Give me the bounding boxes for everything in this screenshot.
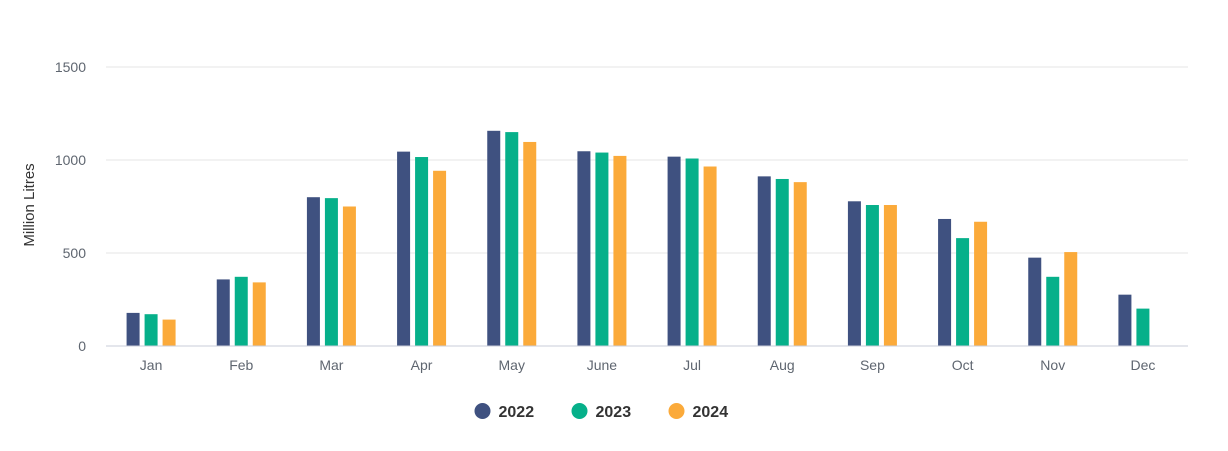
bar-2022-mar[interactable] <box>306 197 320 346</box>
x-tick-label: Aug <box>770 357 795 373</box>
bar-2022-aug[interactable] <box>757 176 771 346</box>
bar-2024-apr[interactable] <box>433 170 447 346</box>
bar-2023-dec[interactable] <box>1136 308 1150 346</box>
bar-2023-june[interactable] <box>595 152 609 346</box>
legend: 2022 2023 2024 <box>474 403 729 421</box>
bar-2023-mar[interactable] <box>324 198 338 346</box>
bar-2023-sep[interactable] <box>865 205 879 346</box>
y-tick-label: 0 <box>78 338 86 354</box>
bar-2022-jul[interactable] <box>667 156 681 346</box>
x-tick-label: Apr <box>411 357 433 373</box>
legend-label: 2024 <box>693 404 729 421</box>
x-tick-label: Sep <box>860 357 885 373</box>
bar-2022-jan[interactable] <box>126 312 140 346</box>
bar-2022-oct[interactable] <box>938 218 952 346</box>
bar-2022-sep[interactable] <box>847 201 861 346</box>
legend-label: 2023 <box>596 404 632 421</box>
bar-2024-jan[interactable] <box>162 319 176 346</box>
bar-2023-jul[interactable] <box>685 158 699 346</box>
bar-2023-jan[interactable] <box>144 314 158 346</box>
bar-2024-oct[interactable] <box>974 221 988 346</box>
bar-2022-may[interactable] <box>487 130 501 346</box>
bar-2023-nov[interactable] <box>1046 276 1060 346</box>
legend-marker <box>474 403 491 419</box>
legend-marker <box>668 403 685 419</box>
y-axis-title: Million Litres <box>21 163 38 246</box>
bar-2022-nov[interactable] <box>1028 257 1042 346</box>
bar-2023-oct[interactable] <box>956 238 970 346</box>
y-tick-label: 1500 <box>55 59 86 75</box>
legend-item-2023[interactable]: 2023 <box>571 403 632 421</box>
bar-2024-june[interactable] <box>613 155 627 346</box>
legend-item-2024[interactable]: 2024 <box>668 403 729 421</box>
x-tick-label: Oct <box>952 357 974 373</box>
bar-2022-dec[interactable] <box>1118 294 1132 346</box>
grid-lines <box>106 66 1188 254</box>
x-tick-label: May <box>499 357 525 373</box>
x-tick-label: Nov <box>1040 357 1065 373</box>
bar-2024-mar[interactable] <box>342 206 356 347</box>
bars <box>126 130 1150 347</box>
bar-2024-feb[interactable] <box>252 282 266 346</box>
y-tick-label: 1000 <box>55 152 86 168</box>
y-tick-label: 500 <box>63 245 87 261</box>
x-tick-label: Jan <box>140 357 163 373</box>
legend-item-2022[interactable]: 2022 <box>474 403 535 421</box>
x-tick-label: Dec <box>1130 357 1155 373</box>
x-tick-label: June <box>587 357 618 373</box>
bar-2024-sep[interactable] <box>883 205 897 346</box>
bar-2023-aug[interactable] <box>775 178 789 346</box>
bar-2022-apr[interactable] <box>397 151 411 346</box>
x-tick-label: Jul <box>683 357 701 373</box>
x-tick-label: Feb <box>229 357 253 373</box>
bar-2022-june[interactable] <box>577 151 591 346</box>
bar-2024-jul[interactable] <box>703 166 717 346</box>
bar-2023-may[interactable] <box>505 132 519 346</box>
bar-2022-feb[interactable] <box>216 279 230 346</box>
legend-marker <box>571 403 588 419</box>
bar-2024-nov[interactable] <box>1064 252 1078 346</box>
x-tick-label: Mar <box>319 357 343 373</box>
bar-2023-feb[interactable] <box>234 276 248 346</box>
bar-2024-may[interactable] <box>523 141 537 346</box>
legend-label: 2022 <box>499 404 535 421</box>
bar-2023-apr[interactable] <box>415 157 429 346</box>
bar-2024-aug[interactable] <box>793 182 807 346</box>
axes: 0 500 1000 1500 Jan Feb Mar Apr May June Jul Aug Sep… <box>55 59 1188 373</box>
